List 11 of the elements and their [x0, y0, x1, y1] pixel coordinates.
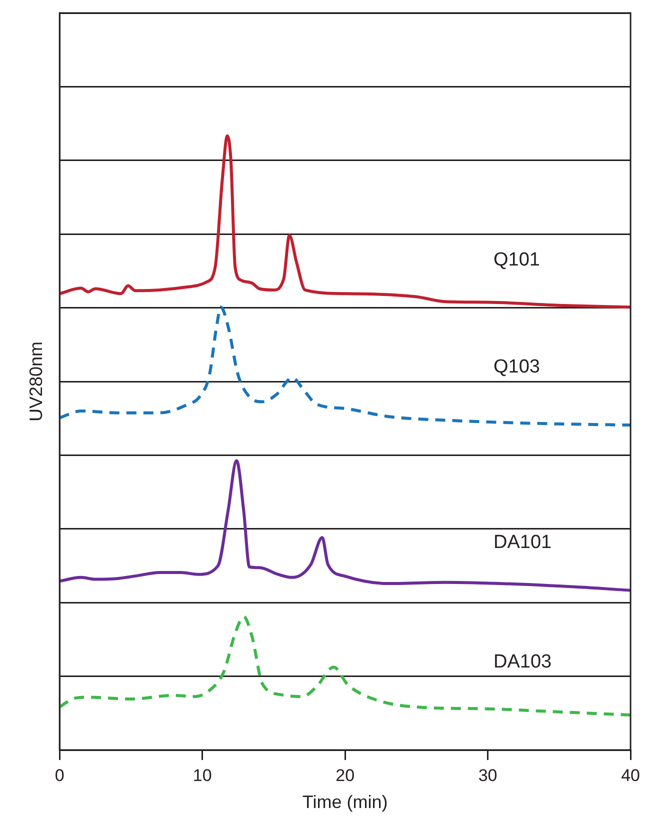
x-tick-label: 40: [621, 766, 640, 785]
text: Q103: [494, 356, 540, 378]
series-label: DA103: [494, 652, 552, 673]
x-tick-label: 10: [192, 766, 212, 785]
x-tick-label: 20: [336, 766, 355, 785]
x-tick-label: 30: [478, 766, 498, 785]
x-axis-title: Time (min): [302, 792, 388, 812]
series-label: Q101: [494, 250, 540, 271]
series-label: DA101: [494, 532, 552, 554]
y-axis-title: UV280nm: [26, 341, 46, 422]
x-tick-label: 0: [54, 766, 64, 785]
